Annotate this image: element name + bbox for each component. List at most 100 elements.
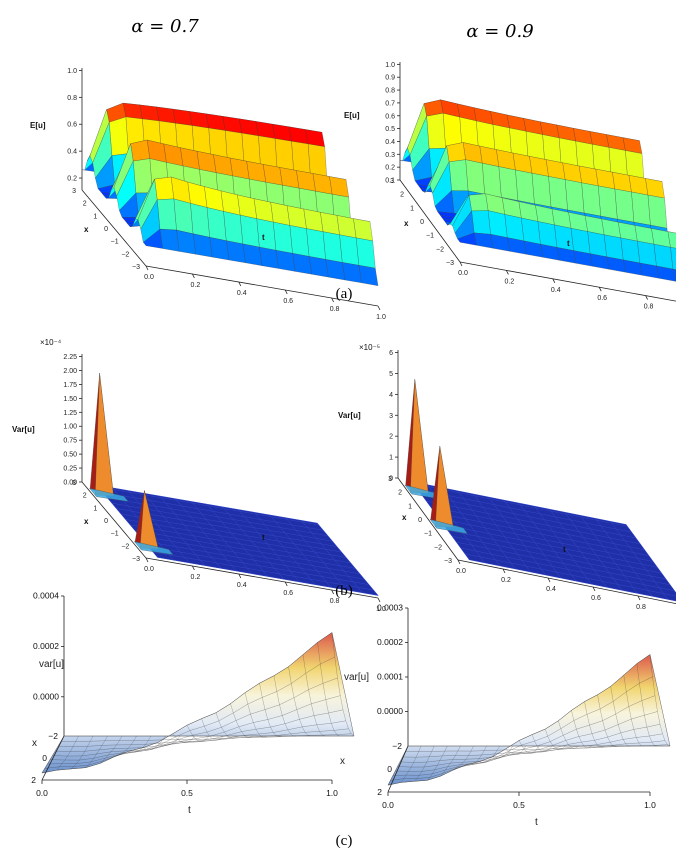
- chart-b-left: ×10⁻⁴ Var[u] t x 0.000.250.500.751.001.2…: [12, 338, 386, 613]
- b0-t-tick: [284, 581, 288, 587]
- a1-t-tick-label: 0.0: [458, 270, 468, 277]
- a1-surface-patch: [620, 237, 640, 264]
- b1-x-tick-label: 3: [388, 476, 392, 483]
- a0-surface-patch: [322, 231, 343, 263]
- b1-z-tick-label: 0: [389, 476, 393, 483]
- b0-t-tick-label: 0.2: [191, 574, 201, 581]
- a0-surface-patch: [172, 108, 193, 126]
- chart-c-right-surface: [387, 654, 671, 786]
- a0-surface-patch: [143, 228, 163, 249]
- chart-a-left-surface: [81, 102, 379, 286]
- a0-x-tick-label: −2: [121, 251, 129, 258]
- c1-z-tick-label: 0.0000: [377, 706, 403, 716]
- b0-z-tick-label: 0.75: [63, 438, 77, 445]
- caption-a: (a): [336, 286, 353, 302]
- c1-z-tick-label: 0.0001: [377, 672, 403, 682]
- chart-b-right: ×10⁻⁵ Var[u] t x 01234560.00.20.40.60.81…: [338, 343, 676, 611]
- a0-surface-patch: [279, 167, 300, 189]
- a0-t-tick-label: 1.0: [376, 314, 386, 321]
- a0-surface-patch: [306, 228, 326, 260]
- c0-mesh-line: [302, 654, 326, 737]
- a0-surface-patch: [256, 218, 277, 251]
- a0-surface-patch: [133, 158, 153, 194]
- b0-grid-line: [148, 546, 369, 585]
- c0-x-axis: [41, 735, 65, 781]
- c1-t-tick-label: 1.0: [644, 800, 656, 810]
- a0-t-tick: [145, 265, 149, 271]
- c0-mesh-line: [157, 735, 181, 746]
- b1-t-tick-label: 0.6: [591, 595, 601, 602]
- a0-surface-patch: [329, 176, 349, 198]
- a0-surface-patch: [190, 203, 210, 238]
- a0-z-tick-label: 0.4: [67, 149, 77, 156]
- b0-z-tick-label: 0.25: [63, 466, 77, 473]
- b0-t-tick: [192, 565, 195, 571]
- b0-x-tick-label: −3: [132, 556, 140, 563]
- a0-surface-patch: [154, 176, 174, 200]
- b1-grid-line: [447, 530, 662, 574]
- b0-t-tick: [377, 597, 381, 603]
- a1-z-tick-label: 0.1: [385, 178, 395, 185]
- b1-grid-line: [457, 490, 516, 569]
- c1-x-tick-label: 0: [387, 764, 392, 774]
- alpha-label-left: α = 0.7: [131, 16, 199, 37]
- a0-surface-patch: [262, 164, 283, 186]
- chart-a-right-xlabel: t: [567, 239, 570, 248]
- b1-grid-line: [518, 503, 577, 582]
- a0-surface-patch: [109, 116, 129, 156]
- a0-z-tick-label: 0.6: [67, 122, 77, 129]
- b0-grid-line: [285, 517, 347, 591]
- c0-mesh-line: [230, 703, 253, 738]
- b0-grid-line: [130, 524, 351, 564]
- b1-x-tick-label: 1: [408, 503, 412, 510]
- a0-t-tick: [284, 289, 288, 295]
- a0-surface-patch: [353, 218, 373, 242]
- c1-mesh-line: [571, 710, 592, 749]
- a1-x-tick-label: 1: [410, 205, 414, 212]
- a1-surface-patch: [637, 240, 657, 267]
- a0-t-tick-label: 0.4: [237, 290, 247, 297]
- a0-surface-patch: [259, 246, 279, 269]
- b0-grid-line: [159, 495, 221, 569]
- a1-surface-patch: [603, 234, 624, 261]
- a0-surface-patch: [122, 102, 143, 120]
- b0-t-tick: [238, 573, 242, 579]
- b1-t-tick: [592, 586, 596, 592]
- c1-x-tick-label: −2: [392, 741, 402, 751]
- c0-mesh-line: [288, 666, 311, 737]
- b1-x-axis: [397, 477, 459, 561]
- a1-surface-patch: [598, 185, 618, 220]
- a0-x-tick-label: 0: [104, 226, 108, 233]
- chart-b-right-ylabel: x: [402, 513, 407, 522]
- b1-grid-line: [439, 518, 654, 562]
- a1-t-tick: [645, 295, 648, 300]
- b1-grid-line: [564, 512, 623, 591]
- a1-surface-patch: [587, 231, 607, 257]
- chart-a-left: E[u] t x 0.2 0.4 0.6 0.8 1.0 0.0 0.2 0.4 0.6 0.8 1…: [30, 68, 386, 321]
- a1-t-tick-label: 0.8: [644, 304, 654, 311]
- b0-x-tick-label: 3: [72, 480, 76, 487]
- b1-t-tick: [457, 559, 461, 565]
- c1-mesh-line: [545, 729, 566, 750]
- a0-surface-patch: [275, 250, 296, 272]
- c1-mesh-line: [400, 745, 422, 783]
- c1-mesh-line: [597, 694, 618, 747]
- c0-t-tick-label: 0.0: [36, 788, 48, 798]
- a1-surface-patch: [471, 210, 491, 235]
- a1-t-tick: [459, 261, 463, 267]
- b1-z-tick-label: 5: [389, 371, 393, 378]
- a0-surface-patch: [286, 205, 307, 229]
- b1-grid-line: [579, 515, 638, 594]
- a0-z-tick-label: 0.2: [67, 176, 77, 183]
- c0-mesh-line: [128, 735, 152, 753]
- c0-surface: [41, 632, 355, 774]
- a0-t-tick-label: 0.6: [283, 298, 293, 305]
- b1-grid-line: [473, 493, 531, 573]
- a0-surface-patch: [358, 265, 379, 286]
- c1-mesh-line: [453, 745, 474, 771]
- chart-c-right-xlabel: t: [535, 817, 538, 828]
- c0-mesh-line: [99, 735, 123, 764]
- a1-z-tick-label: 0.4: [385, 139, 395, 146]
- b0-grid-line: [254, 512, 316, 585]
- b0-x-tick-label: −2: [121, 543, 129, 550]
